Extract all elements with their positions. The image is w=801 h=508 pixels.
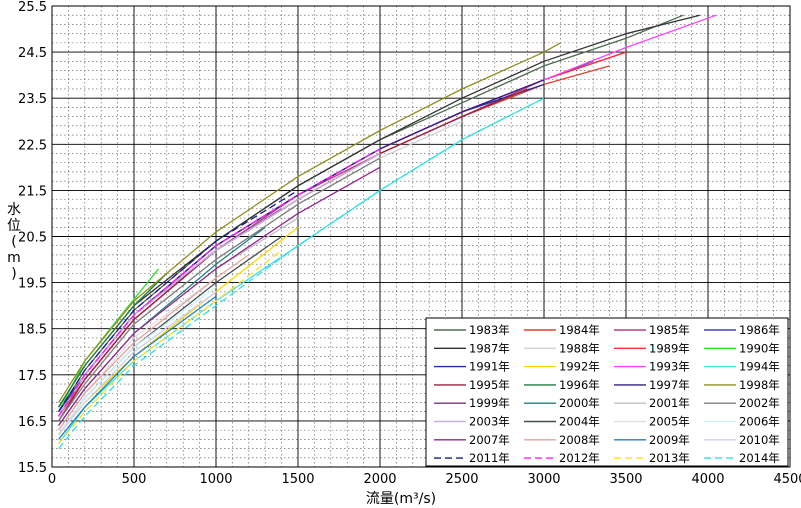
x-tick-label: 2500 [445,472,478,487]
legend-entry: 1983年 [469,323,510,337]
x-tick-label: 3000 [527,472,560,487]
legend-entry: 1999年 [469,396,510,410]
x-tick-label: 500 [122,472,147,487]
series-line-29 [58,148,381,417]
legend-box [425,317,789,467]
legend-entry: 2008年 [559,433,600,447]
y-axis-label-text: 水位(m) [7,202,21,282]
legend: 1983年 1984年 1985年 1986年 1987年 1988年 1989年 1990年… [425,317,789,467]
x-tick-label: 0 [48,472,56,487]
series-line-24 [58,166,381,426]
legend-entry: 1997年 [649,378,690,392]
legend-entry: 1986年 [739,323,780,337]
legend-entry: 1988年 [559,341,600,355]
legend-entry: 2005年 [649,415,690,429]
x-tick-label: 1000 [199,472,232,487]
legend-entry: 1985年 [649,323,690,337]
series-line-31 [58,97,545,450]
series-line-27 [58,291,217,436]
x-tick-label: 3500 [609,472,642,487]
legend-entry: 2013年 [649,451,690,465]
x-axis-label: 流量(m³/s) [366,491,436,507]
legend-entry: 2002年 [739,396,780,410]
x-tick-label: 4000 [691,472,724,487]
legend-entry: 1995年 [469,378,510,392]
legend-entry: 2011年 [469,451,510,465]
legend-entry: 2007年 [469,433,510,447]
x-tick-label: 2000 [363,472,396,487]
legend-entry: 1987年 [469,341,510,355]
y-tick-label: 21.5 [18,184,47,199]
legend-entry: 1998年 [739,378,780,392]
legend-entry: 1992年 [559,360,600,374]
legend-entry: 2001年 [649,396,690,410]
series-line-25 [58,254,250,431]
y-tick-label: 19.5 [18,277,47,292]
plot-frame [51,5,791,468]
legend-entry: 2010年 [739,433,780,447]
series-line-28 [58,189,299,413]
y-tick-label: 22.5 [18,138,47,153]
series-line-30 [58,249,282,445]
legend-entry: 1993年 [649,360,690,374]
legend-entry: 2014年 [739,451,780,465]
legend-entry: 1991年 [469,360,510,374]
series-line-13 [58,272,168,408]
y-tick-label: 23.5 [18,92,47,107]
y-tick-label: 25.5 [18,0,47,15]
legend-entry: 2000年 [559,396,600,410]
y-tick-label: 16.5 [18,415,47,430]
legend-entry: 1989年 [649,341,690,355]
y-axis-label: 水位(m) [7,202,21,282]
y-tick-label: 15.5 [18,461,47,476]
legend-entry: 2009年 [649,433,690,447]
series-line-9 [58,226,299,436]
legend-entry: 2012年 [559,451,600,465]
x-axis-ticks: 0 500 1000 1500 2000 2500 3000 3500 4000 4500 [48,472,801,487]
legend-entry: 2004年 [559,415,600,429]
series-line-15 [58,42,561,403]
series-lines [58,14,717,450]
y-tick-label: 24.5 [18,46,47,61]
legend-entry: 1996年 [559,378,600,392]
y-tick-label: 18.5 [18,323,47,338]
series-line-19 [58,157,381,422]
x-tick-label: 1500 [281,472,314,487]
series-line-20 [58,152,381,417]
y-tick-label: 20.5 [18,231,47,246]
series-line-26 [58,295,217,440]
series-line-23 [58,286,217,436]
legend-entry: 1994年 [739,360,780,374]
y-axis-ticks: 15.5 16.5 17.5 18.5 19.5 20.5 21.5 22.5 23.5 24.5… [18,0,47,476]
legend-entry: 1990年 [739,341,780,355]
legend-entry: 1984年 [559,323,600,337]
legend-entry: 2006年 [739,415,780,429]
x-tick-label: 4500 [773,472,801,487]
legend-entry: 2003年 [469,415,510,429]
y-tick-label: 17.5 [18,369,47,384]
